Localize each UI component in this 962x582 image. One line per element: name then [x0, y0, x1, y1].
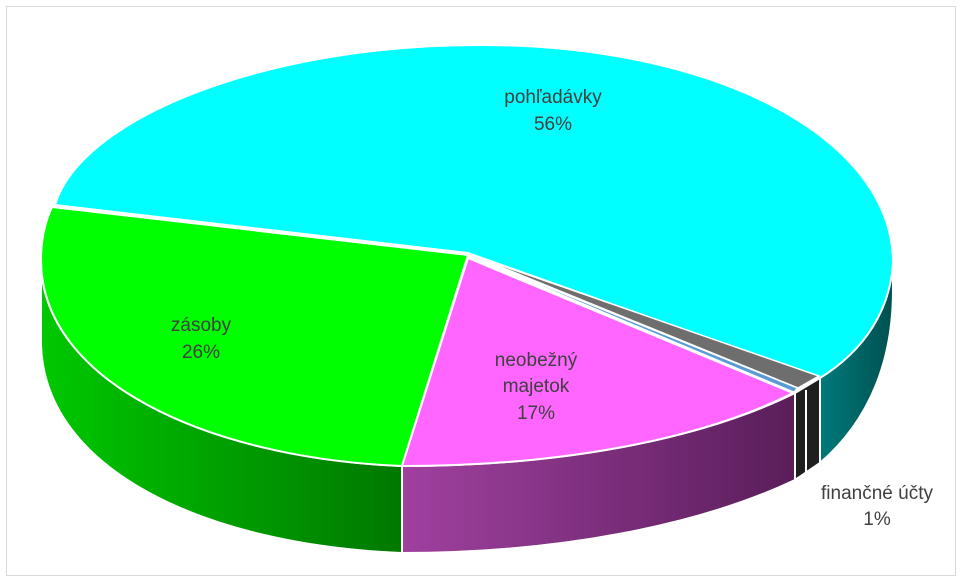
- blue-slice[interactable]: [471, 256, 798, 393]
- neobezny-majetok-percent: 17%: [517, 403, 555, 424]
- financne-ucty-percent: 1%: [863, 509, 891, 530]
- zasoby-slice[interactable]: [39, 205, 470, 468]
- financne-ucty-side: [794, 376, 821, 482]
- neobezny-majetok-slice[interactable]: [400, 256, 796, 468]
- pohladavky-slice[interactable]: [53, 43, 895, 380]
- neobezny-majetok-label-line1: neobežný: [495, 350, 578, 371]
- zasoby-percent: 26%: [182, 342, 220, 363]
- financne-ucty-label: finančné účty: [821, 483, 933, 504]
- grey-slice[interactable]: [473, 255, 821, 389]
- pohladavky-percent: 56%: [534, 114, 572, 135]
- pohladavky-label: pohľadávky: [504, 87, 602, 108]
- zasoby-label: zásoby: [171, 315, 232, 336]
- neobezny-majetok-label-line2: majetok: [503, 376, 570, 397]
